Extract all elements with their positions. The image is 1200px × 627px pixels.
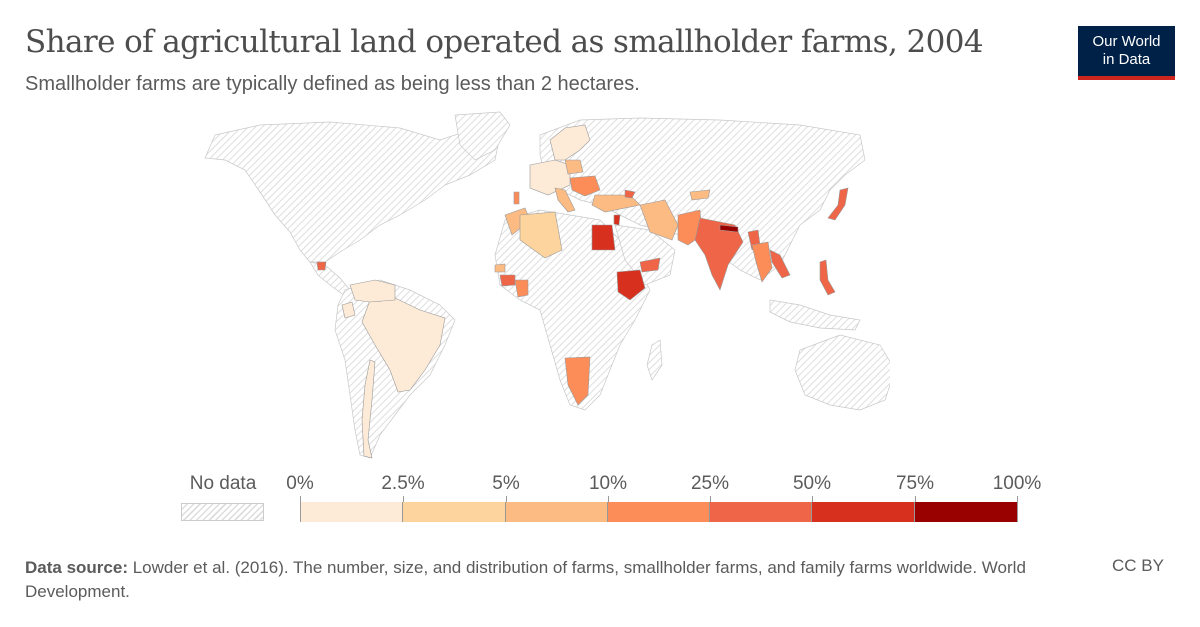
senegal: [494, 263, 506, 273]
logo-line-1: Our World: [1092, 33, 1161, 50]
kyrgyzstan: [689, 189, 711, 201]
legend-tick-mark: [812, 496, 813, 502]
legend-no-data-label: No data: [189, 473, 257, 494]
legend-tick-4: 25%: [690, 473, 730, 494]
ecuador: [341, 301, 356, 319]
eurasia: [539, 117, 866, 281]
logo-accent-bar: [1078, 76, 1175, 80]
chart-subtitle: Smallholder farms are typically defined …: [25, 73, 640, 95]
balkans-romania: [569, 175, 601, 197]
portugal: [513, 191, 520, 205]
chile: [361, 359, 376, 459]
legend-tick-6: 75%: [895, 473, 935, 494]
legend-bin-4[interactable]: [710, 502, 812, 522]
legend-bin-3[interactable]: [608, 502, 710, 522]
jordan: [613, 214, 621, 226]
namibia: [564, 356, 591, 406]
ethiopia: [616, 269, 646, 301]
legend-tick-mark: [1017, 496, 1018, 502]
philippines: [819, 259, 836, 296]
legend-bin-5[interactable]: [812, 502, 915, 522]
cote-divoire: [514, 279, 529, 298]
georgia: [624, 189, 636, 199]
source-label: Data source:: [25, 558, 128, 577]
legend-tick-mark: [506, 496, 507, 502]
owid-logo[interactable]: Our World in Data: [1078, 26, 1175, 80]
legend-bin-2[interactable]: [506, 502, 608, 522]
indonesia: [769, 299, 861, 331]
legend-bin-0[interactable]: [300, 502, 403, 522]
legend-tick-5: 50%: [792, 473, 832, 494]
iran: [639, 199, 679, 241]
chart-title: Share of agricultural land operated as s…: [25, 24, 984, 60]
scandinavia: [549, 124, 591, 161]
africa: [494, 209, 651, 411]
legend-bin-1[interactable]: [403, 502, 506, 522]
brazil: [361, 297, 446, 393]
guatemala: [316, 261, 327, 271]
legend-tick-3: 10%: [588, 473, 628, 494]
yemen: [639, 257, 661, 273]
guinea: [499, 274, 516, 287]
algeria: [519, 211, 563, 259]
legend-tick-1: 2.5%: [381, 473, 425, 494]
legend-tick-0: 0%: [286, 473, 314, 494]
turkey: [591, 194, 641, 213]
egypt: [591, 224, 616, 251]
source-text: Lowder et al. (2016). The number, size, …: [25, 558, 1026, 601]
north-america: [204, 121, 501, 263]
legend-tick-2: 5%: [492, 473, 520, 494]
greenland: [454, 111, 511, 161]
legend-tick-mark: [300, 496, 301, 502]
myanmar-thailand: [751, 241, 773, 283]
colombia-venezuela: [349, 279, 396, 303]
logo-line-2: in Data: [1102, 51, 1151, 68]
central-america: [309, 261, 351, 297]
japan: [827, 187, 849, 221]
license-link[interactable]: CC BY: [1112, 556, 1164, 575]
legend-bin-6[interactable]: [915, 502, 1018, 522]
legend-tick-7: 100%: [992, 473, 1042, 494]
france-germany-uk: [529, 159, 571, 196]
italy: [554, 187, 576, 213]
legend-tick-mark: [403, 496, 404, 502]
legend-tick-mark: [608, 496, 609, 502]
laos-vietnam: [769, 249, 791, 279]
data-source: Data source: Lowder et al. (2016). The n…: [25, 556, 1085, 604]
nepal: [719, 224, 739, 233]
australia: [794, 334, 890, 411]
madagascar: [646, 339, 663, 381]
legend-tick-mark: [710, 496, 711, 502]
legend-tick-mark: [915, 496, 916, 502]
legend-no-data-swatch: [181, 503, 264, 521]
poland: [564, 159, 584, 175]
world-map[interactable]: [190, 110, 890, 470]
